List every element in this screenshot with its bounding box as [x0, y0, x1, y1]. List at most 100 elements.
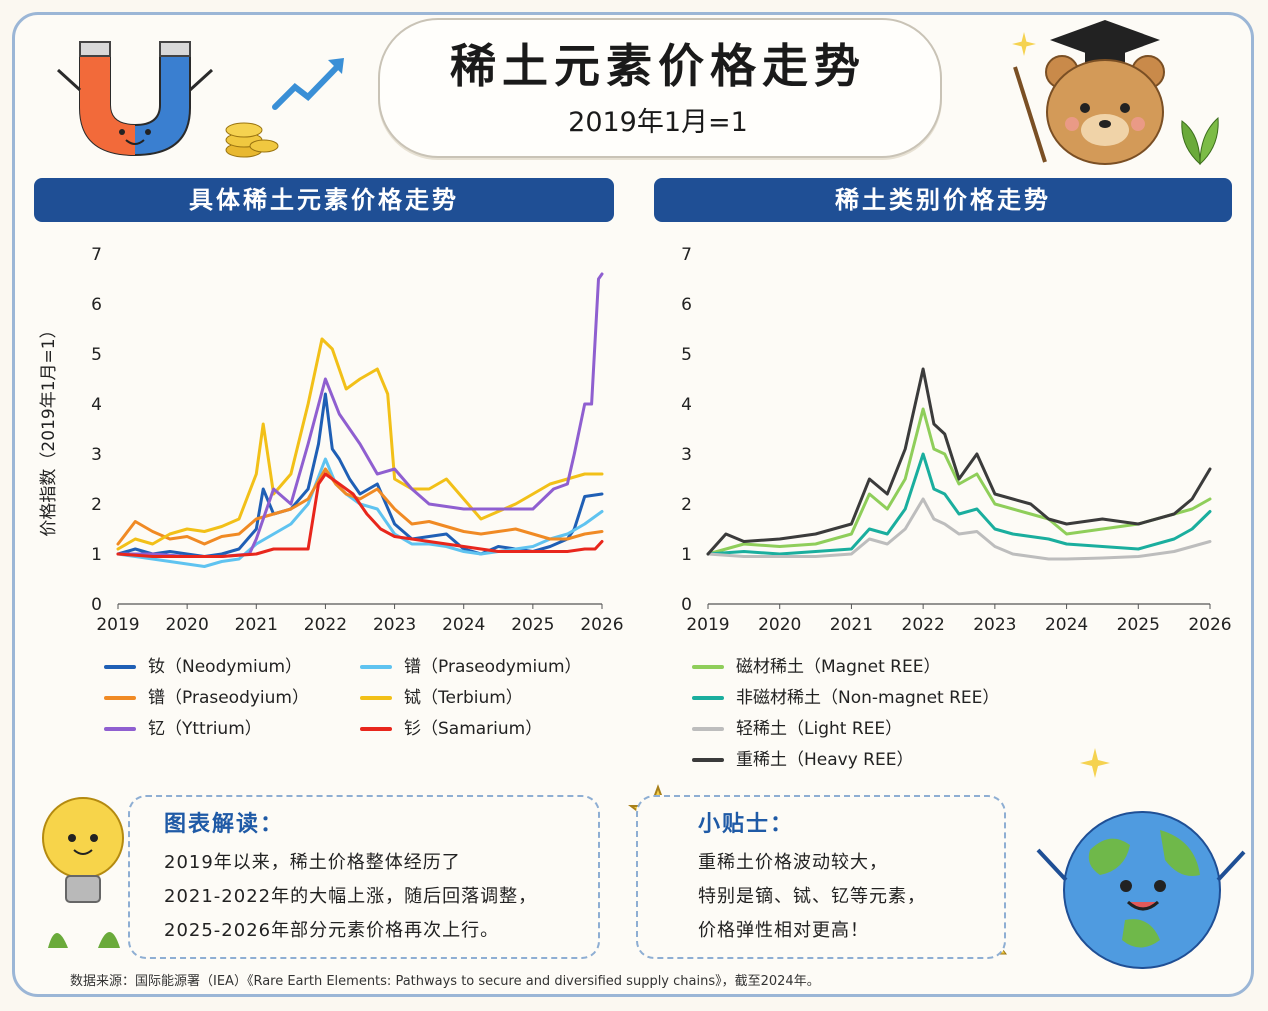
y-tick-label: 0: [681, 595, 692, 615]
y-tick-label: 4: [91, 395, 102, 415]
series-line-0: [706, 407, 1212, 556]
legend-label: 铽（Terbium）: [404, 688, 523, 708]
legend-item: 磁材稀土（Magnet REE）: [692, 652, 940, 677]
legend-label: 磁材稀土（Magnet REE）: [736, 657, 941, 677]
legend-label: 钇（Yttrium）: [148, 719, 262, 739]
x-tick-label: 2026: [1188, 615, 1231, 635]
legend-swatch: [692, 727, 724, 731]
series-line-4: [116, 272, 604, 558]
y-axis-label: 价格指数（2019年1月=1）: [39, 321, 59, 536]
page-subtitle: 2019年1月=1: [568, 107, 748, 138]
x-tick-label: 2021: [235, 615, 278, 635]
tips-line: 价格弹性相对更高！: [698, 920, 869, 941]
y-tick-label: 3: [91, 445, 102, 465]
tips-title: 小贴士：: [698, 812, 795, 837]
left-panel-title: 具体稀土元素价格走势: [34, 178, 614, 222]
legend-item: 镨（Praseodyium）: [104, 683, 309, 708]
legend-swatch: [360, 665, 392, 669]
x-tick-label: 2023: [973, 615, 1016, 635]
legend-label: 非磁材稀土（Non-magnet REE）: [736, 688, 1000, 708]
legend-label: 镨（Praseodymium）: [404, 657, 582, 677]
y-tick-label: 6: [681, 295, 692, 315]
y-tick-label: 0: [91, 595, 102, 615]
x-tick-label: 2025: [511, 615, 554, 635]
source-note: 数据来源：国际能源署（IEA）《Rare Earth Elements: Pat…: [70, 974, 820, 989]
legend-swatch: [692, 696, 724, 700]
legend-label: 镨（Praseodyium）: [148, 688, 309, 708]
x-tick-label: 2020: [166, 615, 209, 635]
magnet-mascot: [56, 41, 214, 157]
y-tick-label: 2: [91, 495, 102, 515]
right-line-chart: 0 1 2 3 4 5 6 7 2019 2020 2021 2022 2023 2024 2025 2026: [681, 245, 1231, 635]
legend-swatch: [104, 727, 136, 731]
y-tick-label: 7: [91, 245, 102, 265]
series-line-2: [706, 497, 1212, 561]
insight-line: 2025-2026年部分元素价格再次上行。: [164, 920, 500, 941]
right-legend: 磁材稀土（Magnet REE） 非磁材稀土（Non-magnet REE） 轻稀土…: [692, 652, 1212, 782]
x-tick-label: 2024: [1045, 615, 1088, 635]
legend-swatch: [360, 727, 392, 731]
legend-swatch: [360, 696, 392, 700]
y-tick-label: 4: [681, 395, 692, 415]
rising-arrow-icon: [272, 58, 344, 110]
left-line-chart: 0 1 2 3 4 5 6 7 2019 2020 2021 2022 2023 2024 2025 2026…: [39, 245, 624, 635]
x-tick-label: 2019: [96, 615, 139, 635]
x-tick-label: 2020: [758, 615, 801, 635]
x-tick-label: 2019: [686, 615, 729, 635]
y-tick-label: 6: [91, 295, 102, 315]
x-tick-label: 2022: [304, 615, 347, 635]
series-line-1: [116, 457, 604, 568]
y-tick-label: 3: [681, 445, 692, 465]
x-tick-label: 2025: [1117, 615, 1160, 635]
sparkle-icon: [1012, 32, 1036, 56]
title-cloud: [378, 18, 942, 158]
legend-item: 钇（Yttrium）: [104, 714, 262, 739]
tips-line: 重稀土价格波动较大，: [698, 852, 888, 873]
legend-swatch: [692, 665, 724, 669]
series-line-3: [116, 337, 604, 551]
bear-teacher-mascot: [1013, 20, 1165, 165]
tips-line: 特别是镝、铽、钇等元素，: [698, 886, 926, 907]
plant-icon: [1181, 116, 1219, 166]
series-line-1: [706, 452, 1212, 556]
x-tick-label: 2024: [442, 615, 485, 635]
y-tick-label: 5: [681, 345, 692, 365]
insight-title: 图表解读：: [164, 812, 285, 837]
legend-swatch: [692, 758, 724, 762]
right-panel-title: 稀土类别价格走势: [654, 178, 1232, 222]
x-tick-label: 2023: [373, 615, 416, 635]
legend-label: 重稀土（Heavy REE）: [736, 750, 914, 770]
legend-item: 重稀土（Heavy REE）: [692, 745, 913, 770]
legend-item: 轻稀土（Light REE）: [692, 714, 902, 739]
earth-mascot: [1036, 811, 1246, 969]
series-line-3: [706, 367, 1212, 556]
left-legend: 钕（Neodymium） 镨（Praseodymium） 镨（Praseodyium…: [104, 652, 624, 752]
legend-item: 非磁材稀土（Non-magnet REE）: [692, 683, 999, 708]
tips-box: [636, 795, 1006, 959]
legend-item: 钕（Neodymium）: [104, 652, 302, 677]
lightbulb-mascot: [42, 797, 124, 948]
legend-swatch: [104, 665, 136, 669]
y-tick-label: 7: [681, 245, 692, 265]
x-tick-label: 2022: [902, 615, 945, 635]
coin-stack-icon: [225, 122, 279, 158]
y-tick-label: 5: [91, 345, 102, 365]
legend-label: 轻稀土（Light REE）: [736, 719, 903, 739]
insight-line: 2019年以来，稀土价格整体经历了: [164, 852, 461, 873]
legend-swatch: [104, 696, 136, 700]
legend-item: 铽（Terbium）: [360, 683, 523, 708]
page-title: 稀土元素价格走势: [450, 39, 866, 93]
sparkle-icon: [1080, 748, 1110, 778]
y-tick-label: 1: [681, 545, 692, 565]
insight-line: 2021-2022年的大幅上涨，随后回落调整，: [164, 886, 538, 907]
legend-item: 镨（Praseodymium）: [360, 652, 582, 677]
y-tick-label: 2: [681, 495, 692, 515]
legend-item: 钐（Samarium）: [360, 714, 542, 739]
x-tick-label: 2021: [830, 615, 873, 635]
series-line-5: [116, 472, 604, 558]
y-tick-label: 1: [91, 545, 102, 565]
insight-box: [128, 795, 600, 959]
legend-label: 钕（Neodymium）: [148, 657, 303, 677]
legend-label: 钐（Samarium）: [404, 719, 543, 739]
x-tick-label: 2026: [580, 615, 623, 635]
